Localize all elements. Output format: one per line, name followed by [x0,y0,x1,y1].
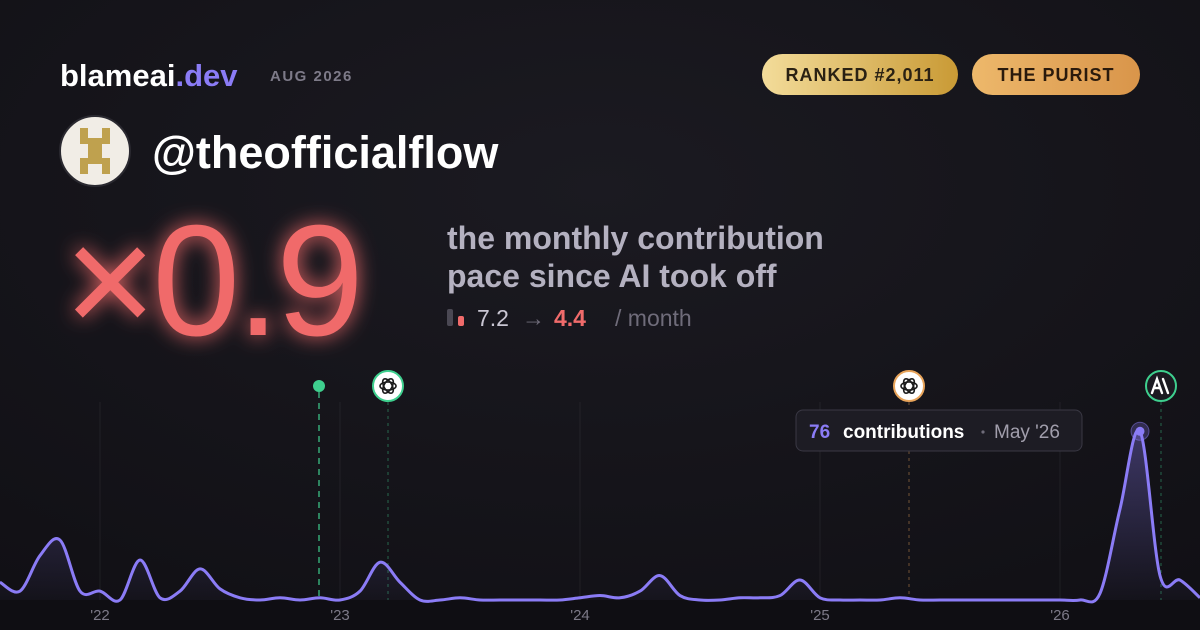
pace-after: 4.4 [554,305,586,331]
x-tick-label: '24 [570,607,590,624]
x-tick-label: '23 [330,607,350,624]
tooltip-label: contributions [843,422,964,443]
pace-before: 7.2 [477,305,509,331]
brand-name: blameai [60,58,175,93]
description-line: pace since AI took off [447,258,777,294]
user-handle: @theofficialflow [152,127,499,178]
peak-point [1135,426,1145,436]
multiplier: ×0.9 [64,193,360,369]
avatar [59,115,131,187]
tooltip: 76 contributions May '26 [795,409,1083,452]
pace-arrow: → [522,305,545,331]
tooltip-separator [981,430,985,434]
brand: blameai.dev [60,58,238,93]
pace-icon [447,309,464,326]
pace-unit: / month [615,305,692,331]
brand-tld: .dev [175,58,238,93]
x-tick-label: '25 [810,607,830,624]
description-line: the monthly contribution [447,220,824,256]
persona-badge-label: THE PURIST [997,65,1114,85]
tooltip-date: May '26 [994,422,1060,443]
rank-badge [762,54,958,95]
x-tick-label: '26 [1050,607,1070,624]
persona-badge [972,54,1140,95]
axis-strip [0,600,1200,630]
x-tick-label: '22 [90,607,110,624]
event-markers [313,370,1177,600]
line [0,428,1200,604]
report-date: AUG 2026 [270,68,353,85]
rank-badge-label: RANKED #2,011 [785,65,934,85]
chart: '22 '23 '24 '25 '26 [0,402,1200,624]
tooltip-value: 76 [809,422,830,443]
